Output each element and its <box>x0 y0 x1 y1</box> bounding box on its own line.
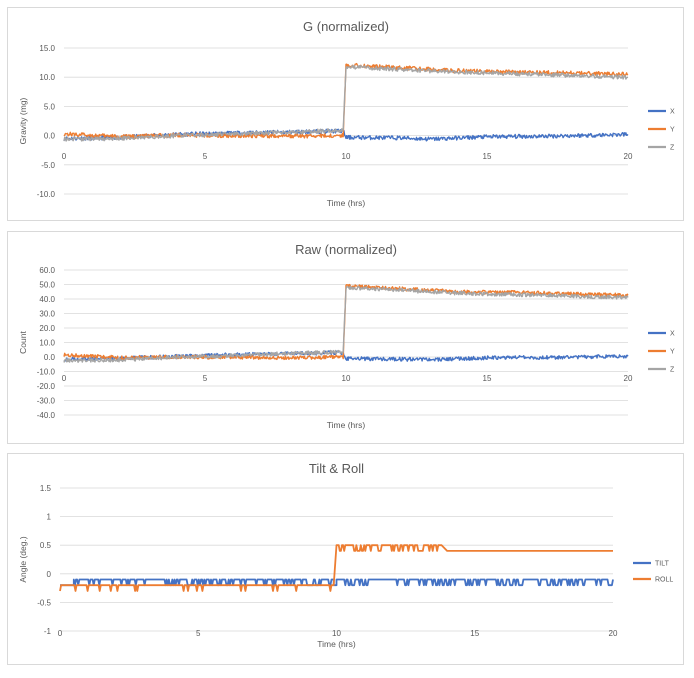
x-tick-label: 0 <box>58 629 63 638</box>
x-tick-label: 20 <box>609 629 618 638</box>
y-tick-label: -0.5 <box>37 598 51 607</box>
y-tick-label: -5.0 <box>41 161 55 170</box>
chart-title: Raw (normalized) <box>295 242 397 257</box>
y-tick-label: 1.5 <box>40 484 52 493</box>
y-tick-label: 15.0 <box>39 44 55 53</box>
x-tick-label: 5 <box>196 629 201 638</box>
y-tick-label: -10.0 <box>37 368 56 377</box>
x-tick-label: 20 <box>624 374 633 383</box>
tilt-roll-chart: Tilt & Roll 1.5 1 0.5 0 -0.5 -1 0 5 10 15 20 Time (h… <box>18 461 673 649</box>
y-tick-label: -10.0 <box>37 190 56 199</box>
y-tick-label: 0.0 <box>44 132 56 141</box>
legend-label-z: Z <box>670 367 675 374</box>
x-tick-label: 5 <box>203 152 208 161</box>
legend-label-y: Y <box>670 349 675 356</box>
y-tick-label: 30.0 <box>39 310 55 319</box>
x-tick-label: 10 <box>342 152 351 161</box>
series-line-roll <box>59 544 613 592</box>
legend-label-z: Z <box>670 145 675 152</box>
y-axis-label: Gravity (mg) <box>18 97 28 144</box>
g-normalized-chart: G (normalized) 15.0 10.0 5.0 0.0 -5.0 -10.0 0 5 1… <box>18 19 675 208</box>
x-tick-label: 10 <box>342 374 351 383</box>
y-tick-label: 0 <box>47 570 52 579</box>
x-axis-label: Time (hrs) <box>327 420 366 430</box>
legend-label-roll: ROLL <box>655 577 673 584</box>
series-line-tilt <box>60 578 614 587</box>
y-tick-label: 10.0 <box>39 339 55 348</box>
y-tick-label: 0.5 <box>40 541 52 550</box>
chart-title: Tilt & Roll <box>309 461 364 476</box>
y-axis-label: Angle (deg.) <box>18 536 28 582</box>
x-tick-label: 20 <box>624 152 633 161</box>
x-tick-label: 15 <box>483 374 492 383</box>
y-tick-label: 20.0 <box>39 324 55 333</box>
chart-title: G (normalized) <box>303 19 389 34</box>
series-line-z <box>63 285 629 363</box>
x-tick-label: 0 <box>62 374 67 383</box>
legend-label-x: X <box>670 109 675 116</box>
y-tick-label: -30.0 <box>37 397 56 406</box>
x-tick-label: 10 <box>332 629 341 638</box>
x-tick-label: 0 <box>62 152 67 161</box>
raw-normalized-chart: Raw (normalized)60.050.040.030.020.010.0… <box>18 242 675 430</box>
y-tick-label: -40.0 <box>37 411 56 420</box>
y-tick-label: 50.0 <box>39 281 55 290</box>
y-tick-label: 60.0 <box>39 266 55 275</box>
y-tick-label: 40.0 <box>39 295 55 304</box>
series-line-z <box>63 64 629 142</box>
y-tick-label: 0.0 <box>44 353 56 362</box>
chart-panel-tilt-roll: Tilt & Roll 1.5 1 0.5 0 -0.5 -1 0 5 10 15 20 Time (h… <box>7 453 684 665</box>
y-tick-label: 10.0 <box>39 73 55 82</box>
x-tick-label: 15 <box>470 629 479 638</box>
chart-panel-raw-normalized: Raw (normalized) 60.0 50.0 40.0 30.0 20.0 10.0… <box>7 231 684 444</box>
y-tick-label: -1 <box>44 627 52 636</box>
y-tick-label: 5.0 <box>44 102 56 111</box>
chart-panel-g-normalized: G (normalized) 15.0 10.0 5.0 0.0 -5.0 -10.0 0 5 1… <box>7 7 684 221</box>
y-axis-label: Count <box>18 331 28 354</box>
y-tick-label: 1 <box>47 513 52 522</box>
x-tick-label: 5 <box>203 374 208 383</box>
y-tick-label: -20.0 <box>37 382 56 391</box>
x-axis-label: Time (hrs) <box>317 639 356 649</box>
x-tick-label: 15 <box>483 152 492 161</box>
legend-label-x: X <box>670 331 675 338</box>
x-axis-label: Time (hrs) <box>327 198 366 208</box>
legend-label-tilt: TILT <box>655 561 670 568</box>
legend-label-y: Y <box>670 127 675 134</box>
